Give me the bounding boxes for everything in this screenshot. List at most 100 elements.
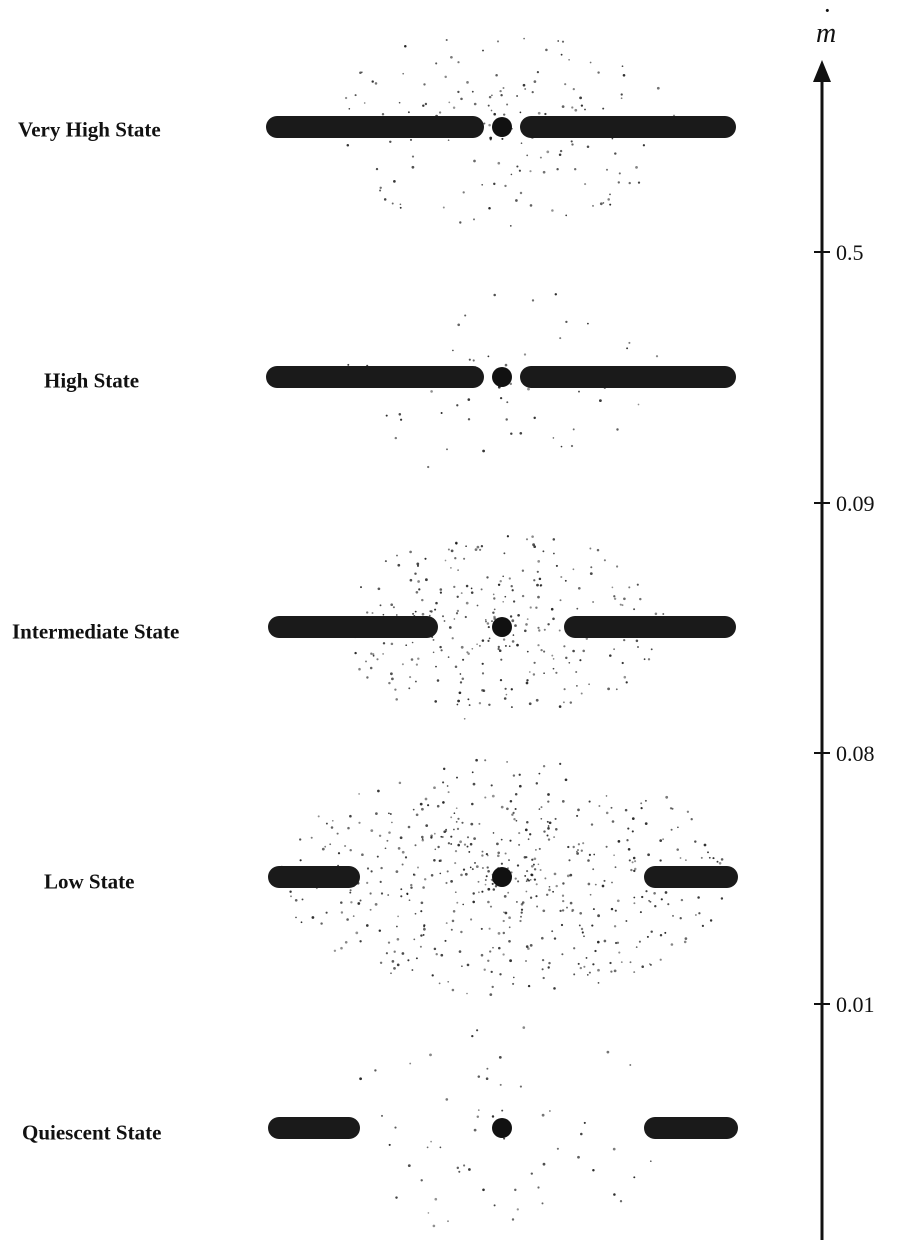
halo-dot (414, 610, 417, 613)
halo-dot (484, 883, 487, 886)
halo-dot (480, 545, 484, 548)
axis-symbol-dot: · (823, 0, 832, 26)
halo-dot (601, 884, 605, 888)
halo-dot (609, 654, 612, 657)
halo-dot (395, 870, 399, 873)
halo-dot (427, 465, 430, 469)
disk-left-1 (266, 366, 484, 388)
halo-dot (503, 911, 505, 914)
halo-dot (659, 859, 662, 862)
halo-dot (349, 891, 352, 894)
halo-dot (393, 180, 396, 183)
halo-dot (533, 868, 537, 871)
halo-dot (572, 568, 575, 571)
halo-dot (640, 807, 643, 810)
halo-dot (543, 672, 545, 675)
halo-dot (369, 908, 372, 911)
halo-dot (614, 941, 618, 945)
halo-dot (610, 970, 613, 973)
halo-dot (401, 952, 405, 955)
state-label-intermediate: Intermediate State (12, 619, 180, 644)
halo-dot (592, 908, 595, 911)
halo-dot (633, 896, 636, 899)
halo-dot (641, 965, 644, 968)
halo-dot (519, 191, 523, 195)
halo-dot (635, 946, 638, 948)
halo-dot (514, 807, 517, 811)
halo-dot (344, 96, 348, 100)
halo-dot (605, 845, 608, 848)
halo-dot (463, 1164, 466, 1167)
halo-dot (397, 847, 401, 850)
halo-dot (465, 545, 467, 548)
halo-dot (381, 1114, 383, 1117)
halo-dot (622, 73, 626, 77)
halo-dot (359, 1077, 362, 1081)
halo-dot (474, 548, 478, 551)
halo-dot (455, 542, 458, 545)
halo-dot (439, 872, 442, 875)
halo-dot (533, 416, 536, 420)
halo-dot (690, 818, 693, 821)
halo-dot (456, 609, 460, 613)
halo-dot (389, 140, 392, 144)
halo-dot (390, 642, 394, 646)
halo-dot (529, 833, 532, 836)
halo-dot (415, 813, 419, 817)
halo-dot (376, 855, 379, 858)
halo-dot (516, 95, 519, 97)
halo-dot (577, 808, 580, 812)
halo-dot (529, 606, 532, 609)
halo-dot (587, 859, 590, 862)
halo-dot (654, 612, 658, 616)
halo-dot (439, 591, 442, 594)
halo-dot (469, 866, 472, 869)
halo-dot (456, 404, 459, 407)
halo-dot (354, 94, 357, 97)
halo-dot (555, 564, 558, 567)
halo-dot (491, 985, 494, 989)
halo-dot (667, 903, 670, 906)
halo-dot (442, 767, 446, 771)
halo-dot (385, 952, 388, 955)
halo-dot (543, 830, 546, 833)
halo-dot (544, 112, 547, 116)
halo-dot (473, 102, 477, 106)
halo-dot (720, 897, 724, 900)
halo-dot (611, 881, 613, 884)
halo-dot (576, 607, 579, 610)
halo-dot (359, 899, 362, 902)
halo-dot (456, 901, 459, 904)
halo-dot (576, 850, 578, 853)
halo-dot (616, 428, 619, 431)
halo-dot (567, 845, 570, 849)
halo-dot (426, 1146, 429, 1149)
halo-dot (590, 566, 593, 569)
halo-dot (489, 136, 493, 140)
halo-dot (703, 843, 707, 847)
halo-dot (290, 895, 292, 898)
halo-dot (597, 71, 600, 74)
halo-dot (579, 966, 582, 970)
halo-dot (649, 1160, 652, 1163)
halo-dot (539, 156, 542, 159)
halo-dot (525, 945, 529, 948)
halo-dot (376, 658, 379, 661)
halo-dot (498, 946, 501, 950)
halo-dot (558, 153, 562, 157)
halo-dot (484, 879, 487, 881)
halo-dot (588, 683, 590, 686)
halo-dot (521, 569, 525, 572)
halo-dot (499, 89, 502, 93)
halo-dot (670, 828, 673, 831)
halo-dot (488, 123, 491, 127)
halo-dot (488, 95, 492, 99)
halo-dot (357, 902, 361, 905)
halo-dot (349, 848, 352, 852)
disk-right-4 (644, 1117, 738, 1139)
halo-dot (391, 821, 393, 824)
halo-dot (477, 1109, 480, 1111)
halo-dot (662, 838, 665, 841)
halo-dot (366, 867, 370, 870)
